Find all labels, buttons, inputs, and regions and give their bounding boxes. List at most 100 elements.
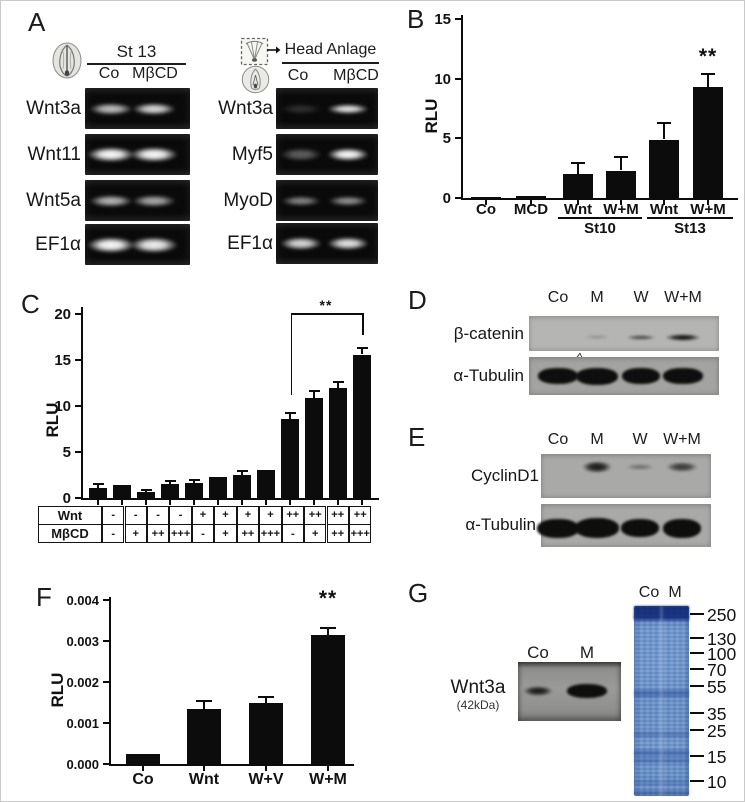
gel-row-label: Wnt3a (26, 97, 81, 119)
x-axis (109, 764, 354, 766)
error-bar (620, 156, 622, 171)
blot-band (523, 686, 553, 696)
gel-header-head-anlage: Head Anlage (282, 41, 379, 64)
x-category-label: Wnt (563, 201, 593, 218)
dose-cell: + (214, 523, 237, 544)
marker-dash (690, 779, 704, 783)
gel-row-label: EF1α (227, 232, 273, 254)
y-tick (103, 681, 109, 683)
y-tick-label: 5 (62, 443, 71, 461)
x-tick (203, 766, 205, 771)
x-category-label: Co (132, 771, 154, 788)
gel-band (87, 147, 135, 162)
y-tick-label: 5 (442, 130, 451, 148)
y-tick (103, 599, 109, 601)
coomassie-gel (634, 606, 689, 796)
dose-cell: ++ (236, 523, 260, 544)
dose-cell: + (304, 523, 327, 544)
dose-cell: ++ (326, 523, 349, 544)
arrow-right-icon (267, 46, 281, 54)
error-bar-cap (356, 347, 368, 350)
gel-band (132, 194, 176, 207)
error-bar-cap (258, 695, 274, 698)
error-bar-cap (614, 156, 628, 159)
blot-box (529, 357, 719, 395)
bar (113, 485, 131, 498)
dose-cell: +++ (349, 523, 372, 544)
lane-label: Co (527, 643, 549, 662)
group-underline (647, 217, 733, 219)
dose-cell: ++ (146, 523, 170, 544)
dose-cell: - (191, 523, 215, 544)
lane-label: Co (98, 65, 120, 82)
marker-label: 130 (707, 628, 737, 649)
error-bar-cap (308, 390, 320, 393)
blot-band (537, 518, 579, 538)
x-tick (265, 766, 267, 771)
dose-cell: + (236, 505, 260, 525)
dose-cell: ++ (304, 505, 327, 525)
x-tick (97, 500, 99, 505)
bar (126, 753, 160, 765)
significance-stars: ** (698, 45, 718, 68)
lane-label: M (579, 643, 595, 662)
y-tick-label: 15 (54, 351, 71, 369)
gel-row-label: Wnt3a (218, 97, 273, 119)
gel-band (87, 236, 135, 253)
dose-cell: - (146, 505, 170, 525)
bar (233, 475, 251, 498)
marker-dash (690, 636, 704, 640)
marker-dash (690, 612, 704, 616)
marker-dash (690, 684, 704, 688)
y-tick-label: 0 (442, 189, 451, 207)
gel-stain-band (634, 790, 689, 795)
marker-label: 250 (707, 604, 737, 625)
blot-band (626, 334, 656, 340)
y-tick-label: 0.002 (66, 674, 99, 690)
lane-label: Co (287, 67, 309, 84)
bar (353, 354, 371, 498)
dose-cell: - (102, 523, 125, 544)
panel-b-label: B (407, 4, 425, 34)
x-tick (289, 500, 291, 505)
blot-band (666, 462, 698, 472)
x-tick (193, 500, 195, 505)
group-label: St13 (674, 220, 706, 237)
group-label: St10 (584, 220, 616, 237)
x-tick (169, 500, 171, 505)
y-axis (461, 15, 463, 200)
error-bar (97, 483, 99, 488)
x-tick (142, 766, 144, 771)
blot-box (529, 316, 719, 351)
wnt3a-label: Wnt3a (450, 677, 506, 698)
error-bar (577, 162, 579, 175)
marker-label: 15 (707, 746, 727, 767)
y-axis (109, 597, 111, 766)
marker-dash (690, 711, 704, 715)
bar (563, 174, 593, 198)
gel-box (276, 223, 378, 264)
panel-e-label: E (408, 422, 426, 452)
marker-label: 35 (707, 703, 727, 724)
bracket-right (362, 313, 364, 335)
y-tick (103, 722, 109, 724)
gel-box (85, 134, 190, 175)
x-tick (241, 500, 243, 505)
gel-band (327, 237, 369, 250)
x-category-label: Wnt (649, 201, 679, 218)
bar (249, 702, 283, 764)
blot-band (626, 464, 654, 470)
bar (209, 476, 227, 498)
error-bar (169, 479, 171, 485)
panel-g-label: G (408, 578, 429, 608)
x-tick (620, 200, 622, 205)
x-axis (81, 498, 379, 500)
dose-cell: - (102, 505, 125, 525)
gel-band (280, 237, 322, 250)
error-bar-cap (701, 72, 715, 75)
error-bar (289, 411, 291, 419)
dose-cell: +++ (169, 523, 192, 544)
bar (89, 487, 107, 498)
x-tick (121, 500, 123, 505)
x-category-label: W+V (248, 771, 284, 788)
